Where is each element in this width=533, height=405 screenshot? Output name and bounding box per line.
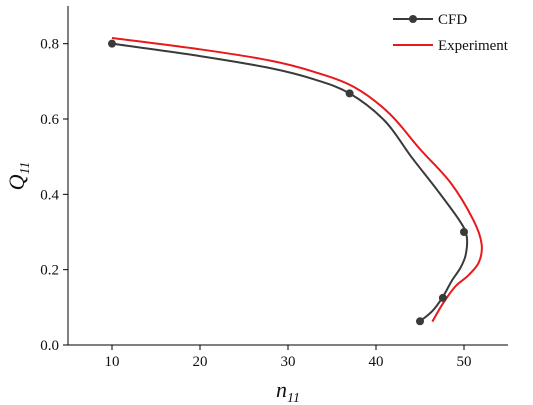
data-point-cfd <box>345 89 354 98</box>
y-tick-label: 0.8 <box>40 37 59 53</box>
series-cfd <box>108 39 469 326</box>
data-point-cfd <box>460 228 468 236</box>
y-axis-title: Q11 <box>4 162 33 191</box>
x-axis-title: n11 <box>276 377 300 405</box>
data-point-cfd <box>416 317 424 326</box>
legend-item-cfd: CFD <box>393 12 467 28</box>
series-line-experiment <box>111 37 483 323</box>
series-line-cfd <box>111 42 469 323</box>
x-tick-label: 30 <box>281 354 296 370</box>
y-tick-label: 0.2 <box>40 263 59 279</box>
legend: CFD Experiment <box>393 12 509 54</box>
legend-item-experiment: Experiment <box>393 38 509 54</box>
legend-marker-cfd <box>409 15 417 23</box>
y-tick-label: 0.4 <box>40 187 59 203</box>
x-tick-label: 50 <box>457 354 472 370</box>
data-point-cfd <box>108 39 116 48</box>
x-axis-title-sub: 11 <box>287 391 300 405</box>
y-tick-label: 0.6 <box>40 112 59 128</box>
series-layer <box>108 37 483 326</box>
x-axis-title-main: n <box>276 377 287 402</box>
x-tick-label: 20 <box>193 354 208 370</box>
series-experiment <box>111 37 483 323</box>
y-axis-title-main: Q <box>4 174 29 190</box>
x-tick-label: 10 <box>105 354 120 370</box>
x-tick-label: 40 <box>369 354 384 370</box>
data-point-cfd <box>438 293 447 302</box>
y-tick-label: 0.0 <box>40 338 59 354</box>
legend-label-cfd: CFD <box>438 12 467 28</box>
x-ticks: 10 20 30 40 50 <box>105 345 472 370</box>
legend-label-experiment: Experiment <box>438 38 509 54</box>
y-ticks: 0.0 0.2 0.4 0.6 0.8 <box>40 37 68 354</box>
y-axis-title-sub: 11 <box>18 162 33 175</box>
